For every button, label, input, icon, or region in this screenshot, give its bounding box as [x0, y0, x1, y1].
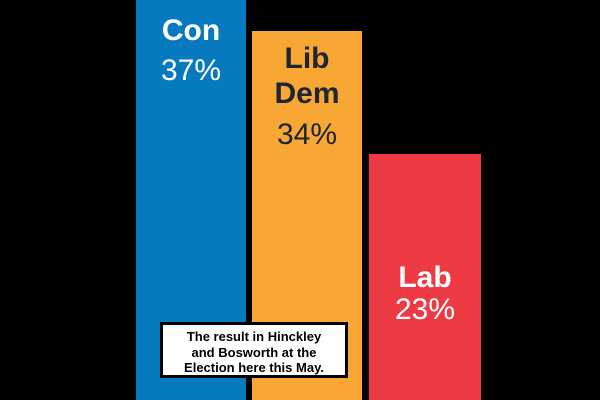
- bar-libdem-party-label-line2: Dem: [274, 77, 340, 110]
- bar-lab-label-block: Lab 23%: [369, 262, 481, 326]
- bar-lab-party-label: Lab: [398, 261, 452, 294]
- bar-lab: Lab 23%: [369, 154, 481, 400]
- bar-con-party-label: Con: [161, 14, 221, 47]
- annotation-line-2: and Bosworth at the: [191, 344, 317, 360]
- bar-lab-value-label: 23%: [394, 293, 456, 326]
- bar-libdem-value-label: 34%: [276, 118, 338, 151]
- bar-libdem-party-label-line1: Lib: [284, 42, 330, 75]
- bar-con-label-block: Con 37%: [136, 11, 246, 91]
- bar-libdem-label-block: Lib Dem 34%: [252, 41, 362, 155]
- bar-con-value-label: 37%: [160, 54, 222, 87]
- annotation-line-1: The result in Hinckley: [186, 329, 322, 344]
- annotation-line-3: Election here this May.: [184, 360, 324, 375]
- annotation-box: The result in Hinckley and Bosworth at t…: [160, 322, 348, 378]
